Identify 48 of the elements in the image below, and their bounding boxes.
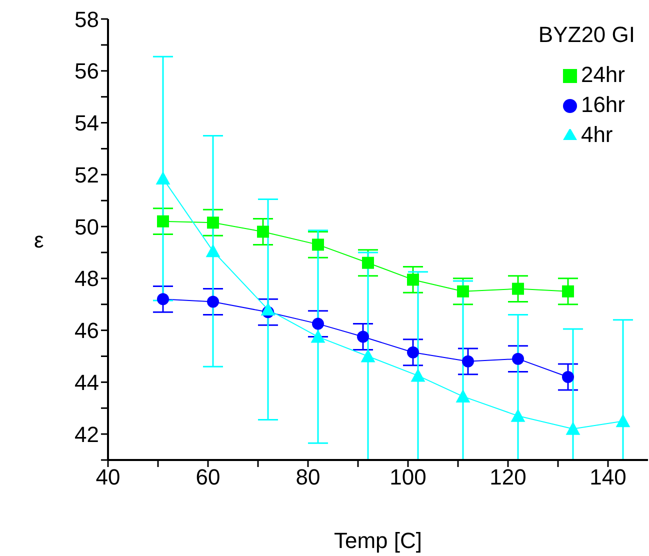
point — [156, 171, 170, 185]
point — [257, 226, 269, 238]
point — [407, 274, 419, 286]
point — [616, 414, 630, 428]
point — [457, 285, 469, 298]
point — [362, 256, 374, 269]
point — [512, 282, 524, 295]
legend-label: 24hr — [580, 62, 625, 87]
y-tick-label: 42 — [74, 422, 99, 447]
point — [207, 216, 219, 229]
point — [410, 368, 426, 382]
y-axis-title: ε — [34, 227, 44, 252]
point — [462, 355, 474, 368]
legend-label: 16hr — [580, 92, 625, 117]
legend-title: BYZ20 GI — [538, 22, 635, 48]
point — [566, 422, 580, 435]
x-axis-title: Temp [C] — [334, 528, 422, 553]
y-tick-label: 44 — [74, 370, 99, 395]
y-tick-label: 52 — [74, 162, 99, 188]
x-tick-label: 120 — [490, 464, 526, 490]
point — [206, 244, 220, 258]
x-tick-label: 80 — [296, 464, 320, 490]
point — [157, 215, 169, 228]
x-tick-label: 60 — [196, 464, 220, 490]
point — [310, 330, 326, 343]
y-tick-label: 50 — [74, 214, 99, 240]
y-tick-label: 56 — [74, 58, 99, 84]
point — [407, 346, 419, 358]
point — [157, 293, 169, 306]
point — [562, 370, 574, 383]
point — [312, 318, 324, 330]
point — [360, 349, 376, 362]
y-tick-label: 46 — [74, 318, 99, 344]
x-tick-label: 100 — [390, 464, 426, 490]
point — [260, 302, 276, 316]
y-tick-label: 58 — [74, 6, 99, 32]
point — [512, 352, 524, 365]
point — [510, 408, 526, 422]
point — [357, 330, 369, 343]
point — [207, 296, 219, 308]
x-tick-label: 40 — [96, 464, 120, 490]
point — [312, 238, 324, 251]
x-tick-label: 140 — [590, 464, 626, 490]
y-tick-label: 48 — [74, 266, 99, 292]
y-tick-label: 54 — [74, 110, 99, 136]
point — [456, 389, 470, 402]
legend-label: 4hr — [580, 122, 613, 147]
point — [562, 285, 574, 298]
